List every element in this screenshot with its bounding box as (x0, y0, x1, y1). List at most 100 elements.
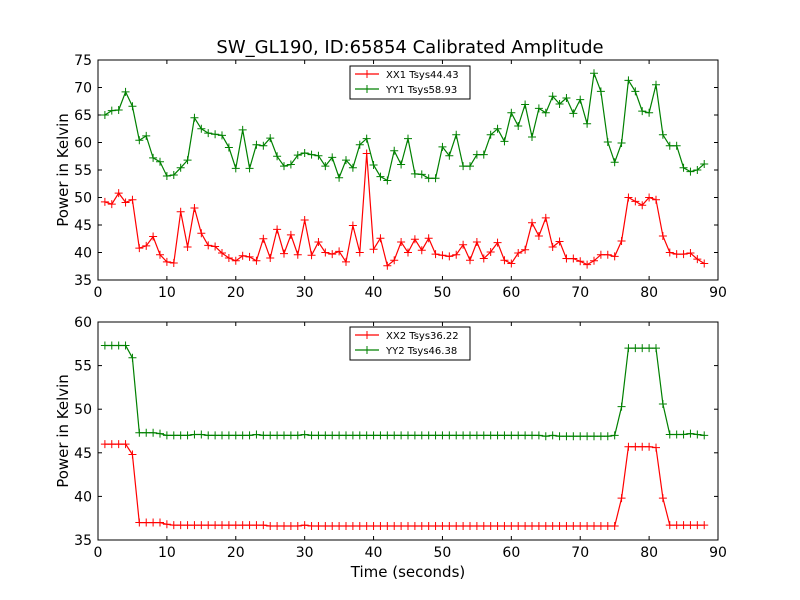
chart-1-data-point (307, 251, 316, 260)
chart-1-data-point (679, 250, 688, 259)
chart-1-data-point (314, 238, 323, 247)
chart-1-data-point (121, 87, 130, 96)
chart-2-data-point (107, 440, 116, 449)
chart-2-data-point (355, 522, 364, 531)
chart-2-data-point (486, 431, 495, 440)
chart-2-data-point (169, 521, 178, 530)
chart-2-data-point (162, 431, 171, 440)
chart-1-data-point (328, 250, 337, 259)
chart-1-data-point (190, 203, 199, 212)
chart-1-data-point (645, 193, 654, 202)
chart-1-legend-marker (363, 85, 371, 93)
chart-2-data-point (169, 431, 178, 440)
chart-1-data-point (252, 256, 261, 265)
chart-2-data-point (624, 344, 633, 353)
chart-2-data-point (252, 430, 261, 439)
chart-1-data-point (362, 149, 371, 158)
chart-1-data-point (658, 130, 667, 139)
chart-2-data-point (355, 431, 364, 440)
chart-2-legend-label: XX2 Tsys36.22 (386, 331, 459, 342)
chart-2-y-tick-label: 55 (74, 359, 92, 375)
chart-2-legend-label: YY2 Tsys46.38 (385, 346, 457, 357)
chart-2-y-axis-label: Power in Kelvin (54, 374, 72, 488)
chart-1-data-point (142, 131, 151, 140)
chart-1-x-tick-label: 30 (296, 285, 314, 301)
chart-1-data-point (128, 102, 137, 111)
chart-1-data-point (156, 157, 164, 166)
chart-2-data-point (472, 431, 481, 440)
chart-1-data-point (672, 250, 681, 259)
chart-1-data-point (603, 137, 612, 146)
chart-1-data-point (307, 150, 316, 159)
chart-2-data-point (280, 522, 288, 531)
chart-1-data-point (638, 107, 647, 116)
chart-2-data-point (149, 518, 158, 527)
chart-1-data-point (700, 159, 709, 168)
chart-2-data-point (135, 428, 144, 437)
chart-2-data-point (493, 522, 502, 531)
chart-2-data-point (452, 522, 461, 531)
chart-1-y-tick-label: 60 (74, 136, 92, 152)
chart-2-data-point (631, 442, 640, 451)
chart-1-data-point (514, 122, 523, 130)
chart-1-data-point (590, 69, 598, 78)
chart-2-y-tick-label: 40 (74, 489, 92, 505)
chart-2-data-point (121, 440, 130, 449)
chart-2-y-tick-label: 45 (74, 446, 92, 462)
chart-1-data-point (176, 163, 185, 172)
chart-1-data-point (383, 261, 392, 270)
chart-2-data-point (114, 341, 123, 350)
chart-2-x-tick-label: 70 (571, 545, 589, 561)
chart-2-data-point (128, 353, 137, 362)
chart-2-data-point (424, 431, 433, 440)
chart-2-x-tick-label: 40 (365, 545, 383, 561)
chart-1-data-point (100, 197, 109, 206)
chart-1-data-point (665, 248, 674, 257)
chart-1-data-point (266, 254, 275, 262)
chart-1-data-point (135, 244, 144, 253)
chart-1-data-point (114, 106, 123, 115)
chart-1-data-point (348, 163, 357, 172)
chart-2-legend-marker (363, 331, 371, 339)
chart-1-data-point (417, 170, 426, 179)
chart-2-data-point (438, 522, 447, 531)
chart-2-data-point (376, 522, 385, 531)
chart-2-data-point (672, 430, 681, 439)
chart-1-data-point (252, 140, 261, 149)
chart-2-data-point (521, 431, 530, 440)
chart-2-series-2 (100, 341, 709, 441)
chart-1-x-tick-label: 70 (571, 285, 589, 301)
chart-1-y-tick-label: 50 (74, 191, 92, 207)
chart-1-data-point (507, 108, 516, 117)
chart-2-data-point (100, 341, 109, 350)
chart-1-data-point (238, 251, 247, 260)
chart-1-data-point (583, 119, 592, 128)
chart-2-data-point (631, 344, 640, 353)
chart-2-data-point (293, 431, 302, 440)
chart-2-data-point (369, 431, 378, 440)
chart-2-data-point (528, 522, 536, 531)
chart-1-legend-box (349, 65, 471, 100)
chart-1-data-point (300, 216, 309, 225)
chart-1-data-point (624, 76, 633, 85)
chart-1-data-point (169, 258, 178, 267)
chart-1-data-point (204, 241, 213, 250)
chart-2-data-point (383, 522, 392, 531)
chart-2-data-point (445, 431, 454, 440)
chart-2-data-point (555, 522, 564, 531)
chart-2-data-point (410, 522, 419, 531)
chart-title: SW_GL190, ID:65854 Calibrated Amplitude (216, 37, 603, 58)
chart-2-data-point (445, 522, 454, 531)
chart-2-data-point (583, 432, 592, 441)
chart-1-data-point (259, 141, 268, 150)
chart-2-data-point (321, 431, 330, 440)
chart-2-data-point (307, 522, 316, 531)
chart-2-data-point (486, 522, 495, 531)
chart-1-data-point (273, 152, 282, 161)
chart-1-data-point (562, 93, 571, 102)
chart-2-data-point (218, 521, 226, 530)
chart-2-data-point (583, 522, 592, 531)
chart-2-data-point (183, 431, 192, 440)
chart-1-x-tick-label: 20 (227, 285, 245, 301)
chart-1-data-point (190, 113, 199, 122)
